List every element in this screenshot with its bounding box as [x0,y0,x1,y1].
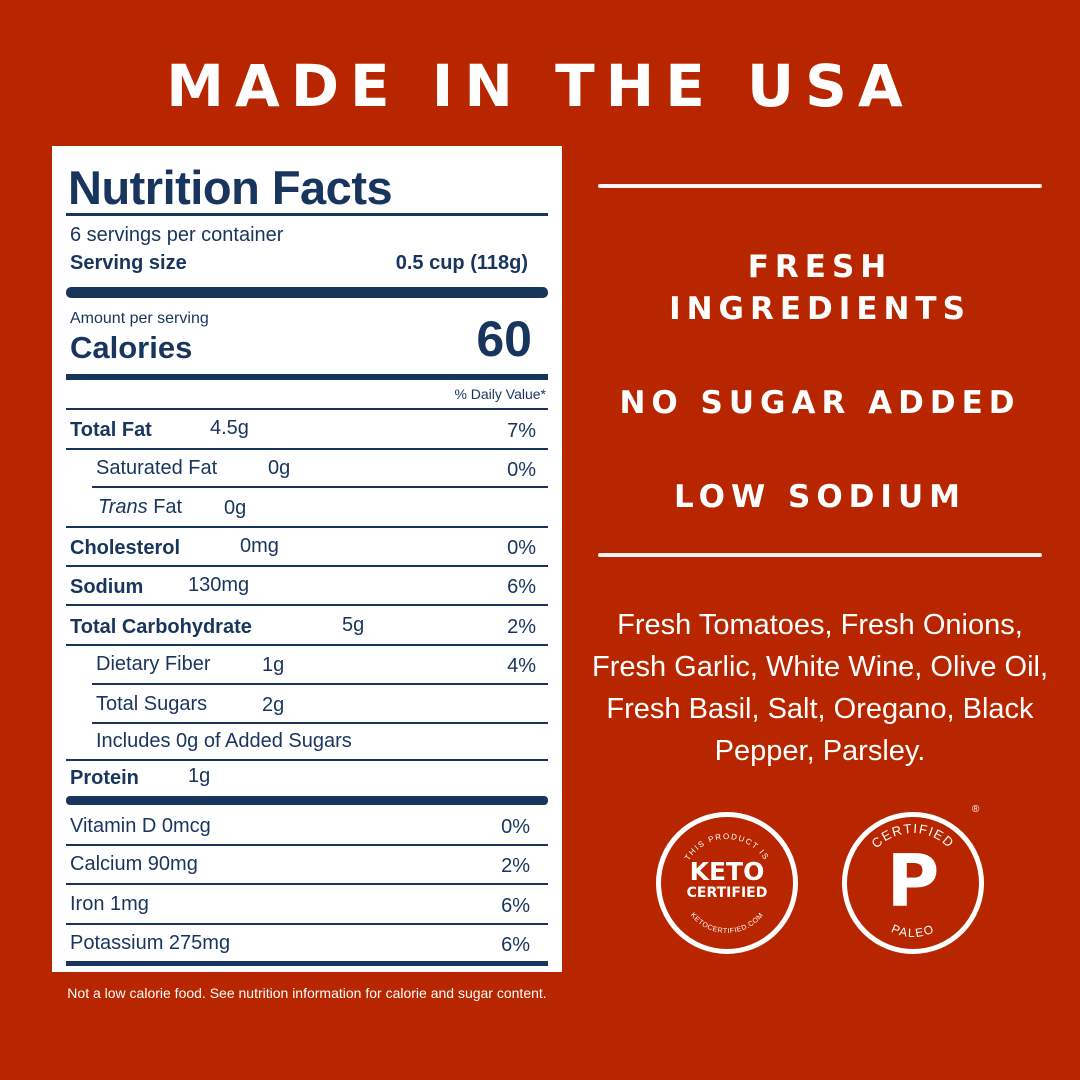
servings-per-container: 6 servings per container [70,224,284,246]
paleo-badge-ring: CERTIFIED PALEO [868,821,956,940]
brush-divider [598,553,1042,557]
ingredients-list: Fresh Tomatoes, Fresh Onions, Fresh Garl… [591,609,1049,767]
amount-per-serving: Amount per serving [70,310,209,327]
nutrient-amount: 1g [188,765,211,787]
nutrient-name-sodium: Sodium [70,576,144,598]
keto-badge-ring: THIS PRODUCT IS KETOCERTIFIED.COM [683,832,770,935]
serving-size-value: 0.5 cup (118g) [395,252,528,274]
keto-certified-badge: THIS PRODUCT IS KETOCERTIFIED.COM KETO C… [656,812,798,954]
nutrient-dv: 2% [507,616,536,638]
divider [66,883,548,885]
paleo-certified-badge: CERTIFIED PALEO P [842,812,984,954]
daily-value-header: % Daily Value* [454,386,546,402]
registered-mark: ® [972,804,980,815]
bottom-divider [66,961,548,966]
divider [66,448,548,450]
divider [92,486,548,488]
trans-italic: Trans [98,496,148,518]
fat-text: Fat [147,496,183,518]
divider [66,844,548,846]
nutrient-dv: 0% [507,537,536,559]
paleo-bottom-text: PALEO [889,921,935,940]
divider [66,408,548,410]
vitamin-dv: 0% [501,816,530,838]
divider [66,213,548,216]
nutrient-amount: 1g [262,654,285,676]
claim-fresh-line1: FRESH [747,249,893,285]
serving-size-label: Serving size [70,252,187,274]
nutrient-name-total-fat: Total Fat [70,419,152,441]
vitamin-dv: 6% [501,934,530,956]
nutrient-dv: 4% [507,655,536,677]
claim-no-sugar: NO SUGAR ADDED [619,385,1021,421]
keto-certified: CERTIFIED [686,885,768,901]
keto-bottom-text: KETOCERTIFIED.COM [689,912,765,935]
medium-divider [66,374,548,380]
divider [66,604,548,606]
divider [66,759,548,761]
svg-text:PALEO: PALEO [889,921,936,940]
nutrient-name-dietary-fiber: Dietary Fiber [96,653,211,675]
nutrient-name-trans-fat: Trans Fat [98,496,182,519]
iron: Iron 1mg [70,893,149,915]
nutrient-dv: 0% [507,459,536,481]
calcium: Calcium 90mg [70,853,198,875]
divider [66,923,548,925]
thick-divider [66,796,548,805]
calories-label: Calories [70,330,193,365]
nutrient-amount: 5g [342,614,365,636]
divider [92,722,548,724]
divider [66,565,548,567]
divider [92,683,548,685]
vitamin-dv: 6% [501,895,530,917]
nutrient-amount: 0g [224,497,247,519]
keto-main: KETO [689,857,765,886]
nutrient-dv: 6% [507,576,536,598]
divider [66,526,548,528]
nutrition-title: Nutrition Facts [68,161,393,214]
claim-fresh-line2: INGREDIENTS [669,291,971,327]
nutrient-name-total-carbohydrate: Total Carbohydrate [70,616,252,638]
nutrient-amount: 130mg [188,574,250,596]
nutrient-dv: 7% [507,420,536,442]
headline: MADE IN THE USA [166,52,914,120]
nutrition-label: Nutrition Facts 6 servings per container… [52,146,562,972]
nutrient-amount: 0g [268,457,291,479]
divider [66,644,548,646]
nutrient-name-total-sugars: Total Sugars [96,693,208,715]
paleo-letter: P [886,839,940,923]
brush-divider [598,184,1042,188]
claim-fresh: FRESH INGREDIENTS [560,246,1080,330]
nutrient-name-cholesterol: Cholesterol [70,537,181,559]
nutrient-name-protein: Protein [70,767,139,789]
vitamin-d: Vitamin D 0mcg [70,815,211,837]
potassium: Potassium 275mg [70,932,231,954]
disclaimer: Not a low calorie food. See nutrition in… [67,985,547,1001]
nutrient-amount: 2g [262,694,285,716]
vitamin-dv: 2% [501,855,530,877]
nutrient-amount: 4.5g [210,417,249,439]
nutrient-name-saturated-fat: Saturated Fat [96,457,218,479]
calories-value: 60 [476,311,532,367]
svg-text:KETOCERTIFIED.COM: KETOCERTIFIED.COM [689,912,765,935]
nutrient-amount: 0mg [240,535,279,557]
thick-divider [66,287,548,298]
nutrient-name-added-sugars: Includes 0g of Added Sugars [96,730,352,752]
claim-low-sodium: LOW SODIUM [674,479,966,515]
